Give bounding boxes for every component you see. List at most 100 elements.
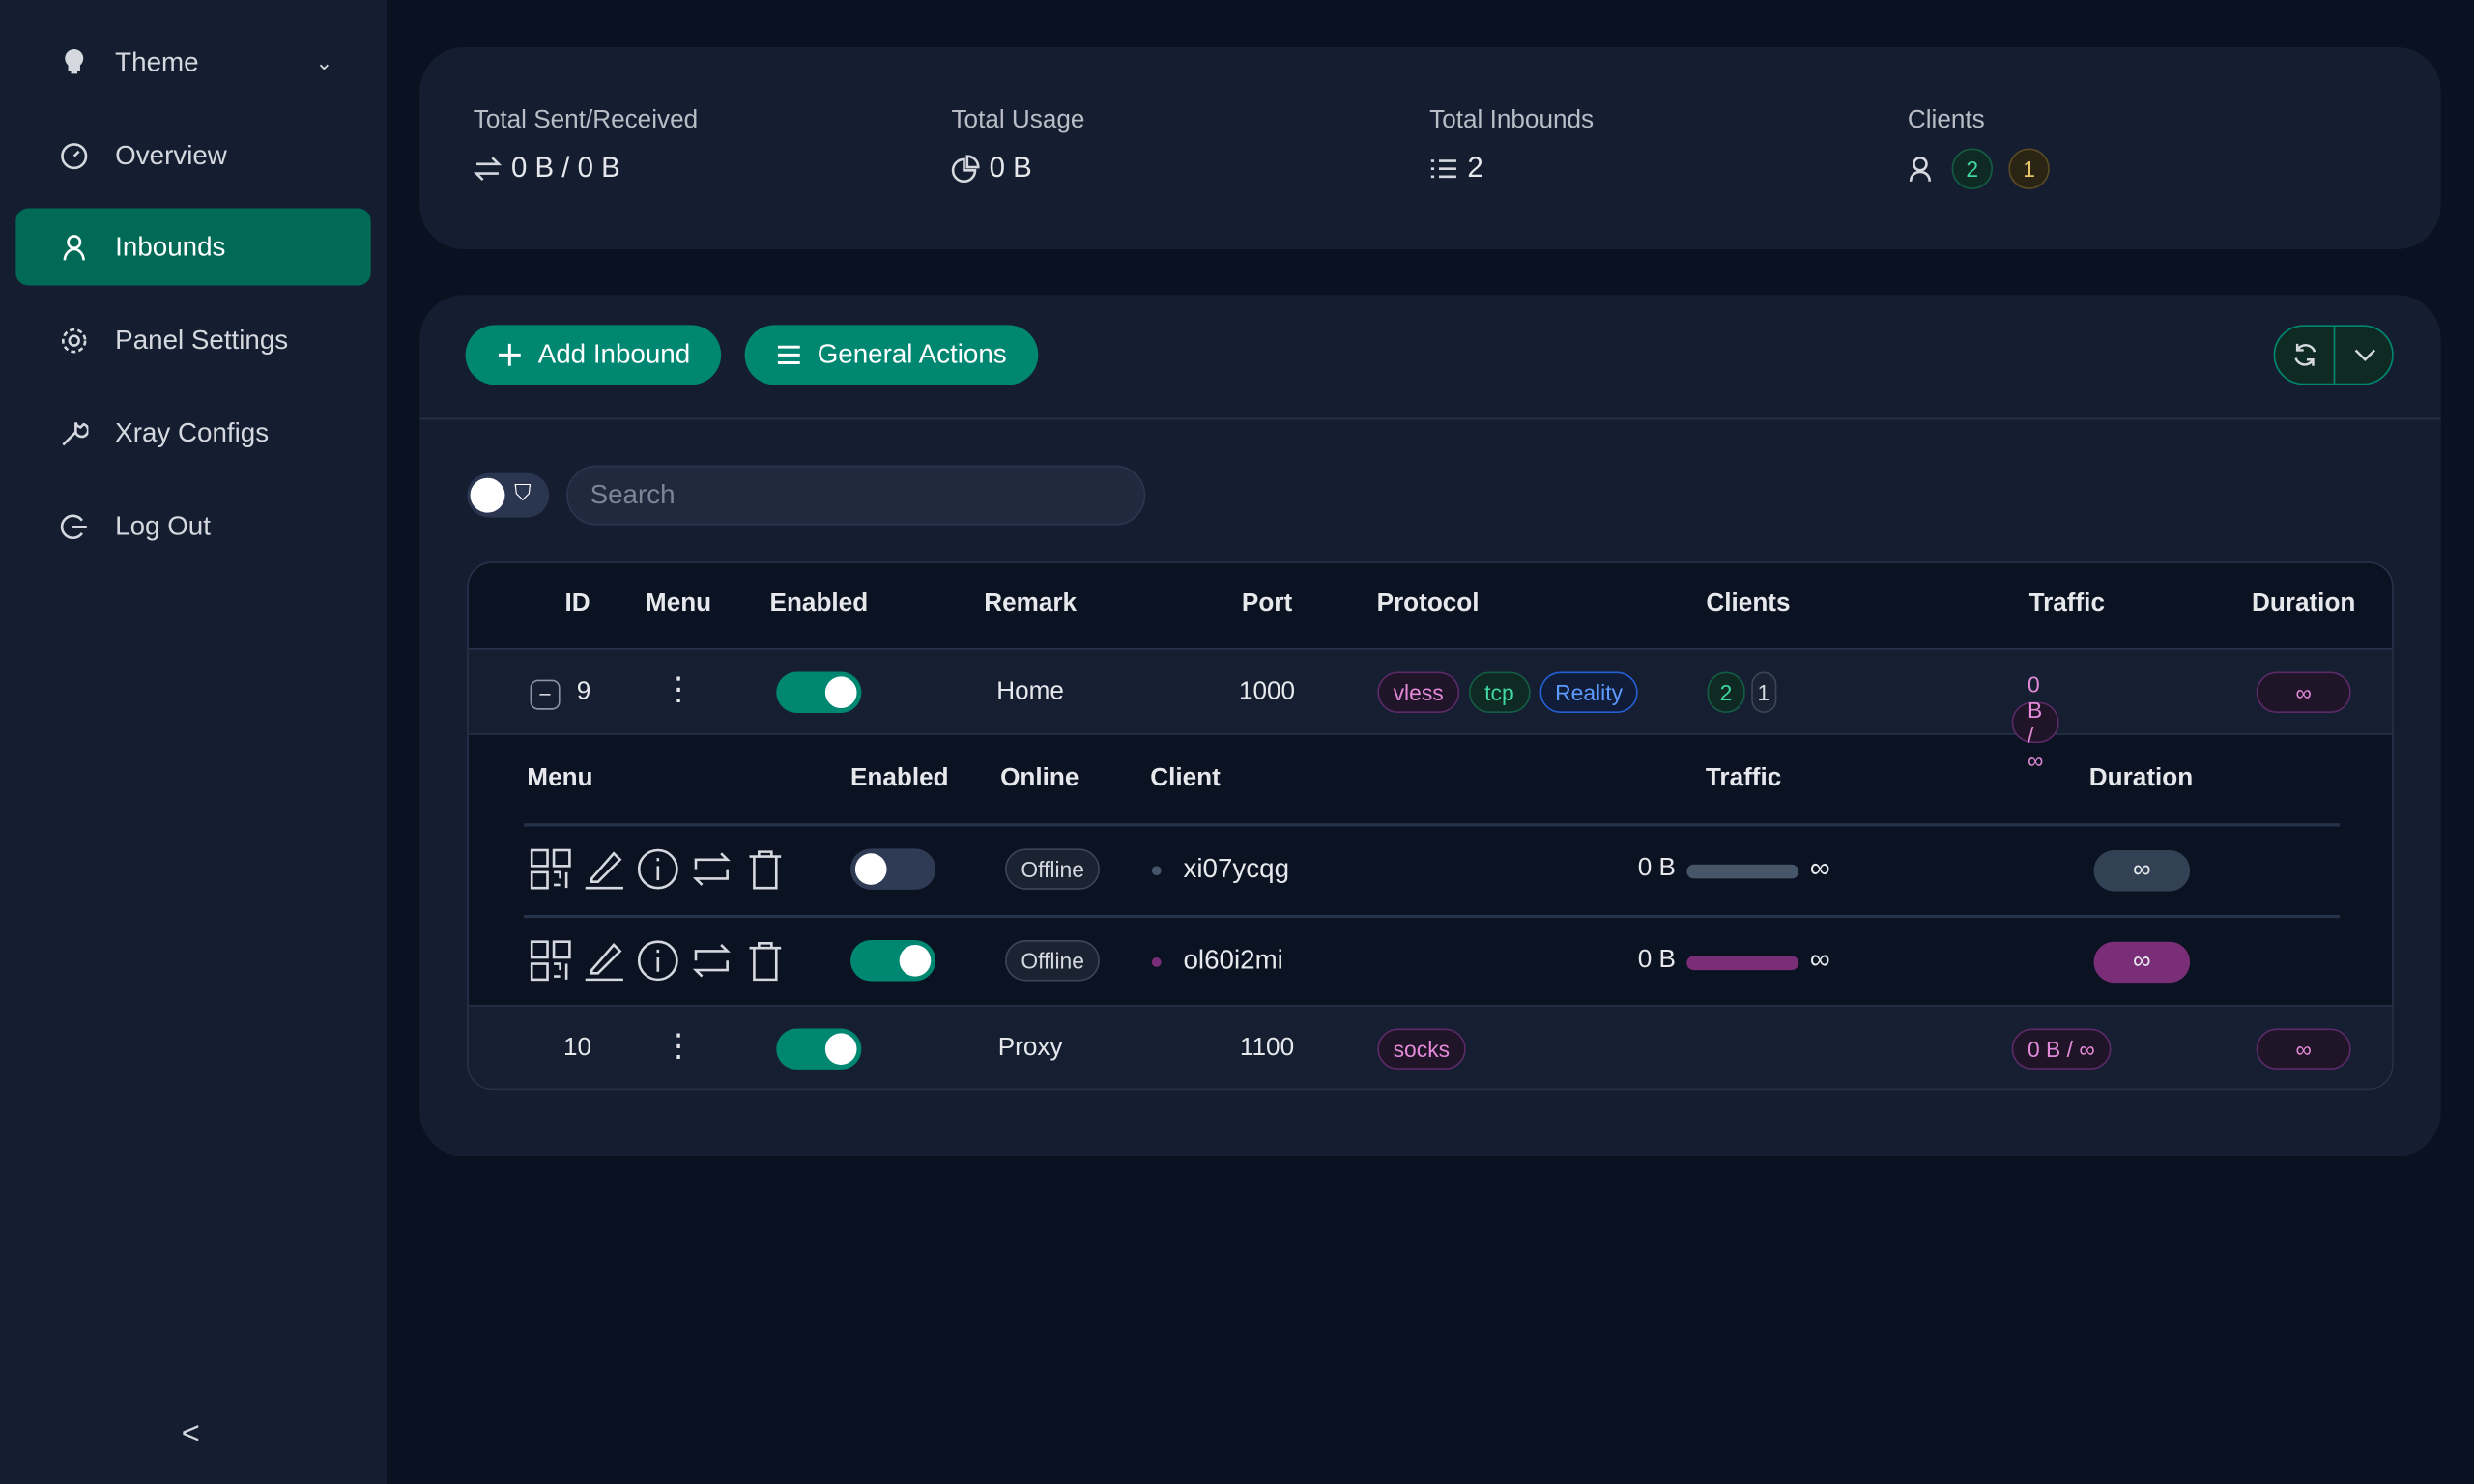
- reset-traffic-icon[interactable]: [689, 847, 734, 892]
- logout-icon: [60, 513, 87, 539]
- menu-icon: [777, 345, 800, 364]
- col-menu: Menu: [645, 589, 712, 617]
- stat-usage: Total Usage 0 B: [951, 107, 1085, 184]
- row-port: 1100: [1239, 1035, 1295, 1062]
- col-traffic: Traffic: [2028, 589, 2105, 617]
- enabled-toggle[interactable]: [776, 671, 862, 713]
- general-actions-button[interactable]: General Actions: [744, 325, 1039, 385]
- traffic-limit: ∞: [1809, 851, 1830, 884]
- filter-icon: ⛉: [514, 479, 532, 505]
- sub-col-online: Online: [1000, 764, 1079, 792]
- bulb-icon: [65, 48, 84, 73]
- client-actions: [529, 938, 788, 983]
- delete-icon[interactable]: [743, 847, 788, 892]
- dashboard-icon: [61, 142, 88, 169]
- collapse-sidebar-button[interactable]: <: [181, 1416, 200, 1452]
- add-inbound-button[interactable]: Add Inbound: [465, 325, 722, 385]
- row-id: 10: [563, 1035, 592, 1062]
- divider: [419, 417, 2441, 420]
- client-duration-tag: ∞: [2093, 849, 2191, 892]
- reset-traffic-icon[interactable]: [689, 938, 734, 983]
- edit-icon[interactable]: [582, 847, 626, 892]
- delete-icon[interactable]: [743, 938, 788, 983]
- status-dot: [1151, 957, 1162, 967]
- col-port: Port: [1241, 589, 1293, 617]
- col-enabled: Enabled: [769, 589, 869, 617]
- traffic-progress-bar: [1686, 864, 1799, 879]
- refresh-options-dropdown[interactable]: [2335, 327, 2393, 384]
- traffic-limit: ∞: [1809, 943, 1830, 975]
- sidebar-item-overview[interactable]: Overview: [15, 117, 370, 194]
- collapse-row-button[interactable]: −: [530, 679, 561, 710]
- client-email: ol60i2mi: [1183, 944, 1283, 975]
- user-icon: [63, 234, 85, 260]
- enabled-toggle[interactable]: [776, 1028, 862, 1070]
- protocol-tag: socks: [1377, 1028, 1466, 1070]
- client-email: xi07ycqg: [1183, 853, 1290, 884]
- traffic-tag: 0 B / ∞: [2011, 672, 2059, 773]
- refresh-icon: [2293, 343, 2316, 366]
- status-dot: [1151, 866, 1162, 876]
- gear-icon: [61, 328, 87, 353]
- info-icon[interactable]: [636, 938, 680, 983]
- col-id: ID: [564, 589, 590, 617]
- protocol-tags: vless tcp Reality: [1377, 671, 1639, 713]
- sub-col-menu: Menu: [527, 764, 593, 792]
- sidebar-item-inbounds[interactable]: Inbounds: [15, 208, 371, 286]
- qr-code-icon[interactable]: [529, 938, 573, 983]
- sub-col-duration: Duration: [2088, 764, 2194, 792]
- edit-icon[interactable]: [582, 938, 626, 983]
- duration-tag: ∞: [2256, 1028, 2351, 1070]
- list-icon: [1430, 158, 1456, 178]
- client-row: Offline xi07ycqg 0 B ∞ ∞: [0, 823, 2474, 915]
- client-counts: 2 1: [1707, 671, 1776, 713]
- users-icon: [1909, 156, 1932, 182]
- refresh-group: [2273, 325, 2394, 385]
- stat-sent-received: Total Sent/Received 0 B / 0 B: [473, 107, 699, 184]
- sub-col-client: Client: [1150, 764, 1221, 792]
- row-remark: Proxy: [997, 1035, 1063, 1062]
- traffic-tag: 0 B / ∞: [2011, 1028, 2111, 1070]
- stat-inbounds: Total Inbounds 2: [1429, 107, 1595, 184]
- wrench-icon: [62, 421, 89, 445]
- sidebar-item-theme[interactable]: Theme ⌄: [15, 23, 370, 100]
- more-menu-icon[interactable]: ⋮: [662, 672, 695, 708]
- client-enabled-toggle[interactable]: [849, 940, 936, 982]
- online-status-tag: Offline: [1004, 848, 1101, 890]
- row-remark: Home: [996, 678, 1064, 705]
- filter-toggle[interactable]: ⛉: [467, 472, 550, 518]
- chevron-down-icon: ⌄: [315, 49, 333, 73]
- pie-chart-icon: [951, 154, 980, 183]
- client-duration-tag: ∞: [2093, 941, 2191, 984]
- refresh-button[interactable]: [2275, 326, 2336, 384]
- row-id: 9: [576, 678, 591, 705]
- search-input[interactable]: Search: [566, 465, 1146, 526]
- online-status-tag: Offline: [1004, 940, 1101, 982]
- plus-icon: [498, 343, 521, 366]
- row-port: 1000: [1238, 678, 1296, 705]
- stats-card: Total Sent/Received 0 B / 0 B Total Usag…: [419, 46, 2441, 249]
- sub-col-traffic: Traffic: [1705, 764, 1782, 792]
- info-icon[interactable]: [636, 847, 680, 892]
- duration-tag: ∞: [2256, 671, 2351, 713]
- col-clients[interactable]: Clients: [1706, 589, 1791, 617]
- sidebar: Theme ⌄ Overview Inbounds Panel Settings…: [0, 0, 387, 1484]
- sidebar-item-panel-settings[interactable]: Panel Settings: [15, 301, 370, 379]
- chevron-down-icon: [2353, 349, 2375, 361]
- sidebar-item-log-out[interactable]: Log Out: [15, 487, 370, 564]
- client-row: Offline ol60i2mi 0 B ∞ ∞: [0, 915, 2474, 1007]
- qr-code-icon[interactable]: [529, 847, 573, 892]
- client-actions: [529, 847, 788, 892]
- client-traffic: 0 B: [1637, 854, 1676, 882]
- swap-icon: [473, 156, 503, 181]
- sidebar-item-xray-configs[interactable]: Xray Configs: [15, 394, 370, 471]
- col-duration: Duration: [2251, 589, 2356, 617]
- sub-col-enabled: Enabled: [849, 764, 949, 792]
- stat-clients: Clients 2 1: [1908, 107, 2050, 189]
- traffic-progress-bar: [1686, 956, 1799, 971]
- client-enabled-toggle[interactable]: [849, 848, 936, 890]
- col-remark: Remark: [984, 589, 1078, 617]
- more-menu-icon[interactable]: ⋮: [662, 1029, 695, 1065]
- col-protocol: Protocol: [1376, 589, 1480, 617]
- client-traffic: 0 B: [1637, 946, 1676, 974]
